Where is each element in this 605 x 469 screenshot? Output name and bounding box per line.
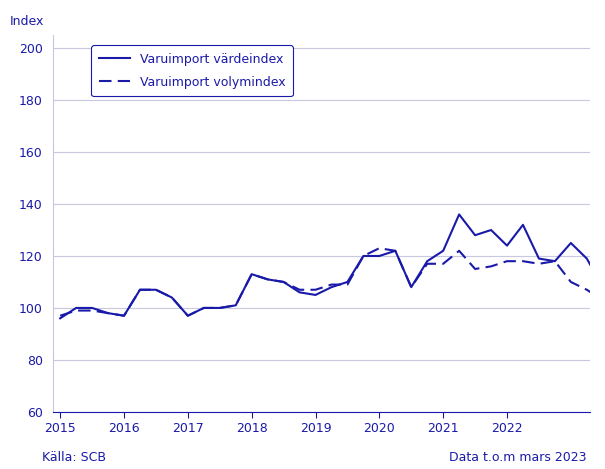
Varuimport volymindex xyxy=(136,287,143,293)
Varuimport volymindex xyxy=(391,248,399,254)
Varuimport värdeindex xyxy=(280,279,287,285)
Varuimport volymindex xyxy=(551,258,558,264)
Varuimport värdeindex xyxy=(105,310,112,316)
Varuimport volymindex xyxy=(408,284,415,290)
Varuimport värdeindex xyxy=(519,222,526,227)
Varuimport värdeindex xyxy=(391,248,399,254)
Varuimport värdeindex xyxy=(296,289,303,295)
Varuimport värdeindex xyxy=(56,316,64,321)
Varuimport volymindex xyxy=(232,303,240,308)
Text: Index: Index xyxy=(10,15,44,28)
Varuimport värdeindex xyxy=(328,284,335,290)
Varuimport volymindex xyxy=(105,310,112,316)
Varuimport värdeindex xyxy=(471,233,479,238)
Varuimport volymindex xyxy=(184,313,191,318)
Varuimport volymindex xyxy=(599,297,605,303)
Varuimport volymindex xyxy=(535,261,543,266)
Varuimport värdeindex xyxy=(408,284,415,290)
Varuimport volymindex xyxy=(376,245,383,251)
Varuimport volymindex xyxy=(344,282,351,287)
Varuimport värdeindex xyxy=(456,212,463,217)
Varuimport värdeindex xyxy=(376,253,383,259)
Varuimport volymindex xyxy=(312,287,319,293)
Varuimport värdeindex xyxy=(599,284,605,290)
Line: Varuimport volymindex: Varuimport volymindex xyxy=(60,222,605,316)
Legend: Varuimport värdeindex, Varuimport volymindex: Varuimport värdeindex, Varuimport volymi… xyxy=(91,45,293,96)
Varuimport volymindex xyxy=(519,258,526,264)
Varuimport värdeindex xyxy=(503,243,511,249)
Varuimport värdeindex xyxy=(184,313,191,318)
Varuimport volymindex xyxy=(503,258,511,264)
Varuimport volymindex xyxy=(88,308,96,313)
Varuimport volymindex xyxy=(73,308,80,313)
Varuimport värdeindex xyxy=(567,240,575,246)
Varuimport värdeindex xyxy=(583,256,590,261)
Line: Varuimport värdeindex: Varuimport värdeindex xyxy=(60,77,605,318)
Varuimport volymindex xyxy=(216,305,223,311)
Varuimport värdeindex xyxy=(424,258,431,264)
Varuimport volymindex xyxy=(248,272,255,277)
Varuimport värdeindex xyxy=(152,287,160,293)
Varuimport volymindex xyxy=(471,266,479,272)
Varuimport värdeindex xyxy=(248,272,255,277)
Varuimport värdeindex xyxy=(488,227,495,233)
Text: Data t.o.m mars 2023: Data t.o.m mars 2023 xyxy=(450,451,587,464)
Varuimport volymindex xyxy=(264,277,271,282)
Varuimport värdeindex xyxy=(73,305,80,311)
Varuimport volymindex xyxy=(360,253,367,259)
Varuimport värdeindex xyxy=(360,253,367,259)
Varuimport volymindex xyxy=(424,261,431,266)
Varuimport volymindex xyxy=(440,261,447,266)
Varuimport volymindex xyxy=(200,305,208,311)
Varuimport volymindex xyxy=(280,279,287,285)
Varuimport värdeindex xyxy=(136,287,143,293)
Varuimport volymindex xyxy=(583,287,590,293)
Varuimport volymindex xyxy=(168,295,175,300)
Varuimport värdeindex xyxy=(344,279,351,285)
Varuimport värdeindex xyxy=(264,277,271,282)
Varuimport volymindex xyxy=(56,313,64,318)
Varuimport värdeindex xyxy=(312,292,319,298)
Varuimport värdeindex xyxy=(168,295,175,300)
Varuimport värdeindex xyxy=(535,256,543,261)
Varuimport volymindex xyxy=(456,248,463,254)
Varuimport volymindex xyxy=(488,264,495,269)
Varuimport värdeindex xyxy=(120,313,128,318)
Varuimport volymindex xyxy=(328,282,335,287)
Varuimport värdeindex xyxy=(551,258,558,264)
Varuimport värdeindex xyxy=(88,305,96,311)
Text: Källa: SCB: Källa: SCB xyxy=(42,451,106,464)
Varuimport volymindex xyxy=(296,287,303,293)
Varuimport värdeindex xyxy=(216,305,223,311)
Varuimport volymindex xyxy=(152,287,160,293)
Varuimport värdeindex xyxy=(440,248,447,254)
Varuimport volymindex xyxy=(120,313,128,318)
Varuimport värdeindex xyxy=(232,303,240,308)
Varuimport värdeindex xyxy=(200,305,208,311)
Varuimport volymindex xyxy=(567,279,575,285)
